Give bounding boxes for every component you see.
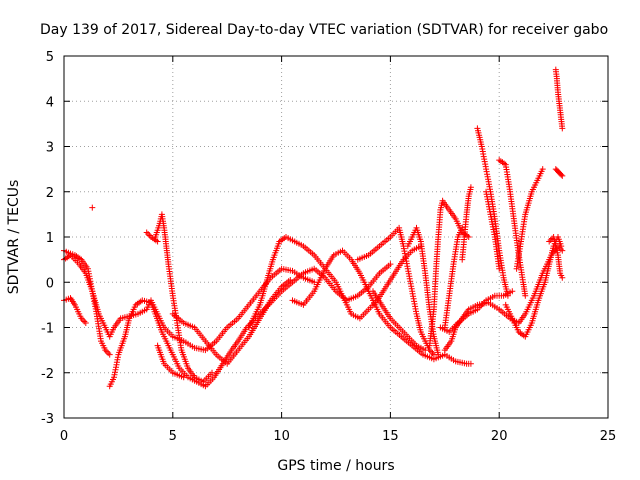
series-track-9 <box>246 234 424 331</box>
data-marks <box>496 157 529 299</box>
data-marks <box>426 197 472 349</box>
series-track-10 <box>289 247 474 367</box>
x-tick-label: 20 <box>491 429 508 444</box>
data-marks <box>370 288 429 354</box>
series-track-5 <box>152 211 215 385</box>
series-track-24 <box>546 234 566 281</box>
data-marks <box>152 211 215 385</box>
series-track-11 <box>354 224 437 358</box>
series-track-26 <box>552 166 566 179</box>
series-track-22 <box>513 166 546 272</box>
y-tick-label: 0 <box>46 276 54 291</box>
data-marks <box>354 224 437 358</box>
data-marks <box>289 247 474 367</box>
y-tick-label: 1 <box>46 231 54 246</box>
series-track-12 <box>370 288 429 354</box>
grid <box>64 56 608 418</box>
data-marks <box>61 252 318 354</box>
series-track-15 <box>441 224 466 331</box>
data-marks <box>459 184 474 263</box>
data-marks <box>552 66 566 132</box>
y-tick-label: 4 <box>46 95 54 110</box>
series-track-7 <box>154 342 187 381</box>
data-marks <box>89 204 96 211</box>
y-tick-label: -1 <box>41 322 54 337</box>
y-tick-label: -3 <box>41 412 54 427</box>
data-marks <box>246 234 424 331</box>
data-marks <box>61 247 113 358</box>
series-track-18 <box>437 288 516 335</box>
data-marks <box>552 166 566 179</box>
series-track-8 <box>169 277 294 367</box>
data-marks <box>474 125 511 299</box>
data-points <box>61 66 566 390</box>
series-track-16 <box>459 184 474 263</box>
y-tick-label: 2 <box>46 186 54 201</box>
data-marks <box>546 234 566 281</box>
x-tick-label: 15 <box>382 429 399 444</box>
series-track-25 <box>552 66 566 132</box>
chart-title: Day 139 of 2017, Sidereal Day-to-day VTE… <box>40 22 608 38</box>
data-marks <box>441 224 466 331</box>
y-tick-label: 5 <box>46 50 54 65</box>
x-tick-label: 10 <box>273 429 290 444</box>
series-isolated <box>89 204 96 211</box>
y-axis-label: SDTVAR / TECUs <box>6 180 22 295</box>
data-marks <box>437 288 516 335</box>
series-track-20 <box>483 188 503 272</box>
data-marks <box>154 342 187 381</box>
data-marks <box>513 166 546 272</box>
series-track-1 <box>61 252 318 354</box>
series-track-2 <box>61 247 113 358</box>
data-marks <box>143 229 161 245</box>
axis-ticks: 0 5 10 15 20 25 -3 -2 -1 0 1 2 3 4 5 <box>41 50 616 444</box>
x-axis-label: GPS time / hours <box>277 458 394 474</box>
y-tick-label: -2 <box>41 367 54 382</box>
data-marks <box>483 188 503 272</box>
series-track-14 <box>426 197 472 349</box>
x-tick-label: 0 <box>60 429 68 444</box>
y-tick-label: 3 <box>46 141 54 156</box>
series-track-21 <box>496 157 529 299</box>
data-marks <box>61 295 89 326</box>
x-tick-label: 25 <box>600 429 617 444</box>
data-marks <box>169 277 294 367</box>
series-track-3 <box>61 295 89 326</box>
series-track-6 <box>143 229 161 245</box>
series-track-19 <box>474 125 511 299</box>
x-tick-label: 5 <box>169 429 177 444</box>
